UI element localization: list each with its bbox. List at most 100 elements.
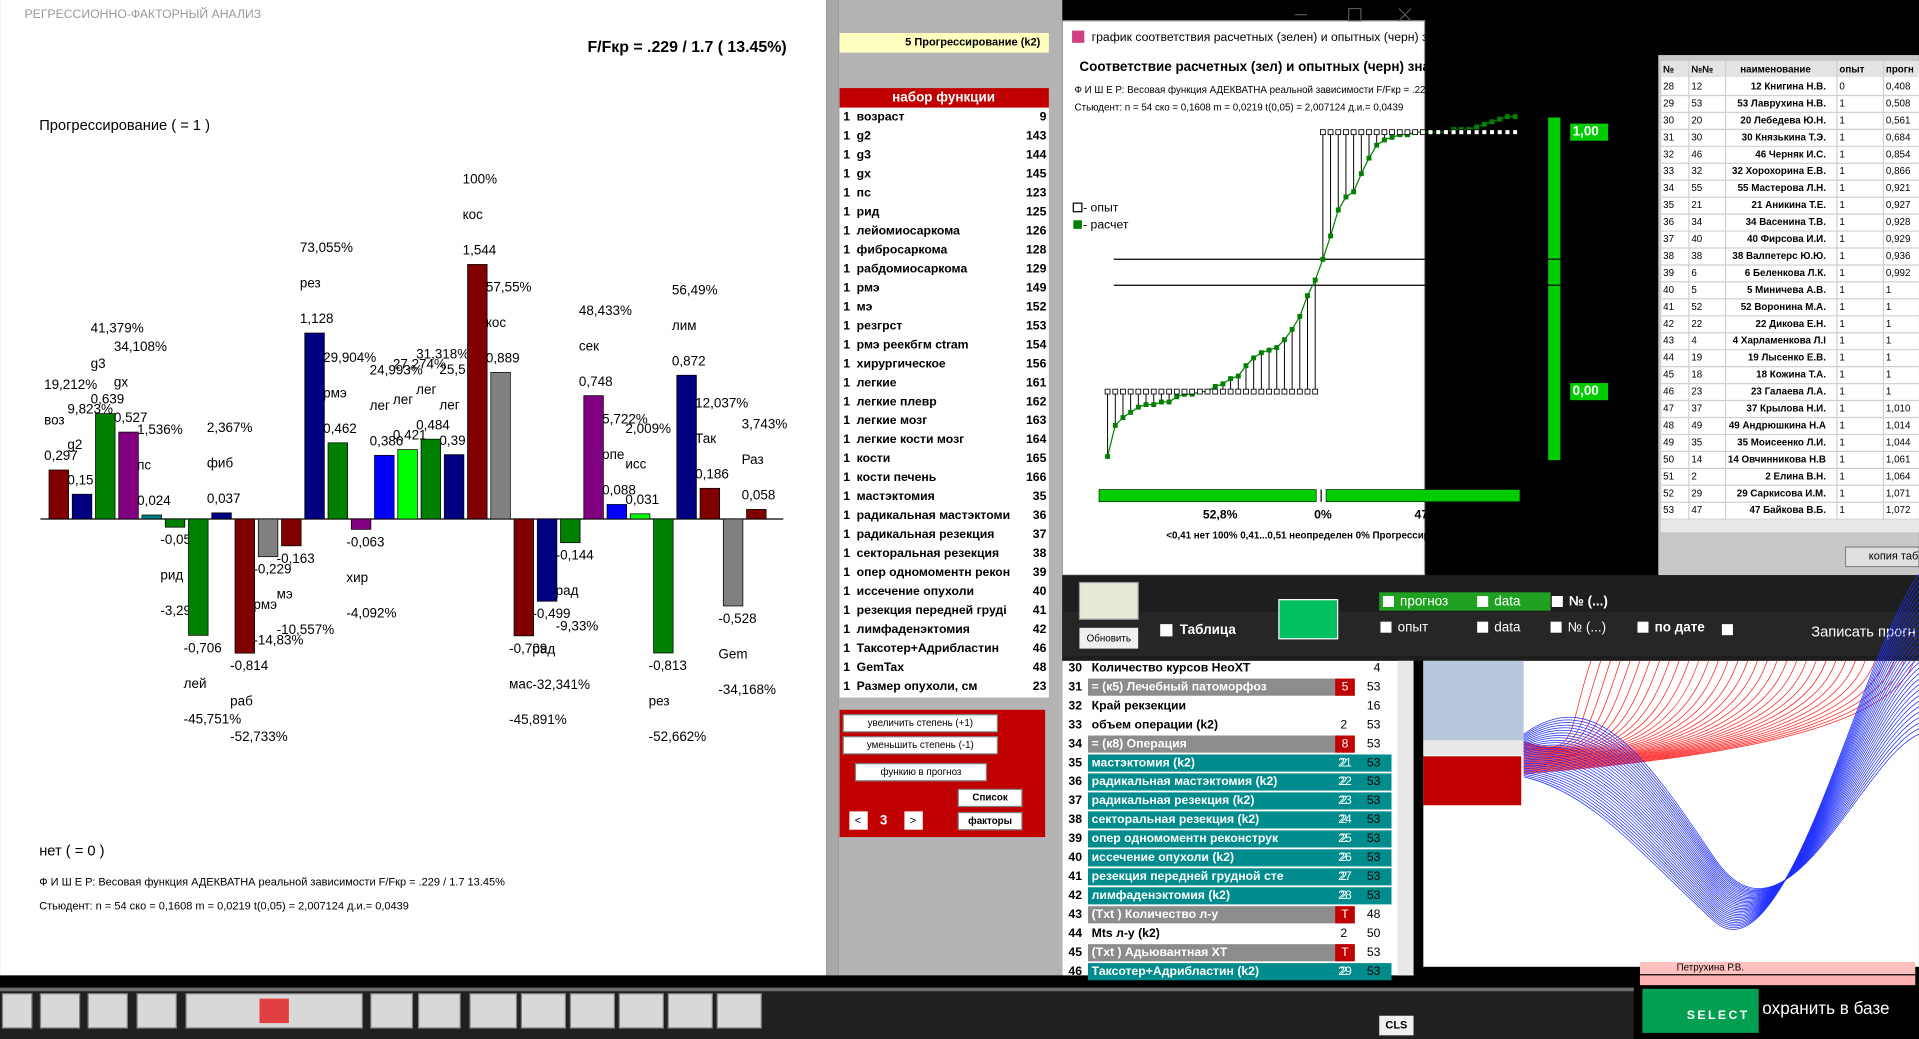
toolbar-icon-button[interactable]: [469, 993, 518, 1029]
toolbar-icon-button[interactable]: [520, 993, 567, 1029]
table: [1660, 61, 1919, 521]
bar-name-label: Gem: [718, 647, 747, 662]
table-cell: 0: [1839, 81, 1845, 92]
table-cell: 1: [1839, 353, 1844, 364]
observed-point: [1358, 129, 1365, 136]
table-cell: 21 Аникина Т.Е.: [1752, 200, 1827, 211]
refresh-button[interactable]: [1079, 627, 1139, 649]
toolbar-icon-button[interactable]: [136, 993, 177, 1029]
checkbox[interactable]: [1551, 595, 1563, 608]
function-name: возраст: [857, 110, 905, 124]
bar-value-label: 0,031: [625, 492, 659, 507]
bar-percent-label: 2,009%: [625, 421, 671, 436]
checkbox[interactable]: [1477, 595, 1489, 608]
prev-button[interactable]: [849, 811, 868, 830]
legend-calc-swatch: [1073, 220, 1082, 229]
checkbox[interactable]: [1382, 595, 1394, 608]
checkbox[interactable]: [1477, 621, 1489, 633]
observed-point: [1304, 388, 1311, 395]
factor-degree: 2: [1340, 717, 1347, 731]
checkbox[interactable]: [1637, 621, 1649, 633]
factor-row: [1087, 792, 1392, 810]
cls-button[interactable]: [1379, 1015, 1414, 1036]
bar-percent-label: -10,557%: [277, 622, 335, 637]
observed-point: [1243, 388, 1249, 395]
next-button[interactable]: [904, 811, 923, 830]
panel-button[interactable]: [854, 763, 988, 782]
legend-observed-swatch: [1072, 202, 1083, 213]
table-checkbox[interactable]: [1160, 624, 1173, 637]
mesh-blue-line: [1523, 579, 1919, 928]
copy-button-label: копия таб: [1869, 551, 1919, 563]
calc-point: [1243, 363, 1249, 369]
mesh-red-line: [1523, 660, 1719, 756]
table-cell: 1: [1839, 488, 1844, 499]
table-cell: 1,071: [1886, 488, 1910, 499]
factor-index: 34: [1068, 736, 1082, 750]
checkbox[interactable]: [1550, 621, 1562, 633]
calc-point: [1128, 409, 1134, 415]
bar-name-label: кос: [486, 315, 507, 330]
table-cell: 31: [1663, 132, 1674, 143]
panel-button[interactable]: [842, 736, 999, 755]
panel-button[interactable]: [957, 788, 1023, 808]
bar-percent-label: 73,055%: [300, 240, 353, 255]
toolbar-icon-button[interactable]: [569, 993, 616, 1029]
toolbar-icon-button[interactable]: [618, 993, 664, 1029]
function-number: 164: [1026, 432, 1047, 446]
bar-percent-label: 41,379%: [91, 321, 144, 336]
table-cell: 38 Валпетерс Ю.Ю.: [1732, 251, 1826, 262]
refresh-label: Обновить: [1087, 633, 1131, 644]
bar: [48, 469, 69, 520]
toolbar-icon-button[interactable]: [87, 993, 128, 1029]
bar-name-label: g2: [67, 437, 82, 452]
factor-scrollbar: [1397, 660, 1414, 976]
calc-point: [1489, 119, 1495, 125]
table-cell: 51: [1663, 471, 1674, 482]
factor-count: 53: [1367, 736, 1381, 750]
toolbar-icon-button[interactable]: [417, 993, 461, 1029]
toolbar-icon-button[interactable]: [370, 993, 414, 1029]
panel-button[interactable]: [957, 811, 1023, 831]
panel-button[interactable]: [842, 714, 999, 733]
observed-point: [1181, 388, 1188, 395]
bar-name-label: лег: [393, 392, 413, 407]
mesh-blue-line: [1523, 719, 1919, 890]
bar: [118, 431, 139, 520]
bar: [443, 454, 465, 520]
calc-point: [1343, 194, 1349, 200]
table-cell: 14: [1691, 454, 1702, 465]
observed-point: [1404, 129, 1411, 136]
function-degree: 1: [843, 565, 850, 579]
mesh-red-line: [1523, 660, 1700, 754]
table-cell: 49 Андрюшкина Н.А: [1729, 420, 1826, 431]
function-degree: 1: [843, 280, 850, 294]
chart-icon: [259, 998, 289, 1024]
checkbox[interactable]: [1380, 621, 1392, 633]
factor-count: 53: [1367, 945, 1381, 959]
factor-degree: 2: [1340, 850, 1347, 864]
checkbox-label: data: [1494, 594, 1521, 609]
bar-percent-label: 25,5: [439, 362, 465, 377]
factor-code: 8: [1342, 736, 1349, 750]
toolbar-icon-button[interactable]: [716, 993, 762, 1029]
factor-name: мастэктомия (k2): [1092, 755, 1195, 769]
function-name: опер одномоментн рекон: [857, 565, 1010, 579]
toolbar-icon-button[interactable]: [667, 993, 713, 1029]
forecast-icon[interactable]: [1278, 599, 1339, 640]
table-cell: 37: [1691, 404, 1702, 415]
function-degree: 1: [843, 641, 850, 655]
bar: [164, 518, 186, 528]
toolbar-icon-button[interactable]: [39, 993, 81, 1029]
mesh-blue-line: [1523, 716, 1919, 889]
function-name: кости: [857, 451, 891, 465]
checkbox[interactable]: [1721, 624, 1733, 636]
splitter: [826, 0, 839, 976]
function-degree: 1: [843, 110, 850, 124]
table-cell: 0,921: [1886, 183, 1910, 194]
toolbar-icon-button[interactable]: [1, 993, 33, 1029]
refresh-icon[interactable]: [1078, 581, 1139, 620]
table-cell: 1,014: [1886, 420, 1911, 431]
factor-count: 53: [1367, 793, 1381, 807]
select-button[interactable]: [1642, 988, 1759, 1033]
